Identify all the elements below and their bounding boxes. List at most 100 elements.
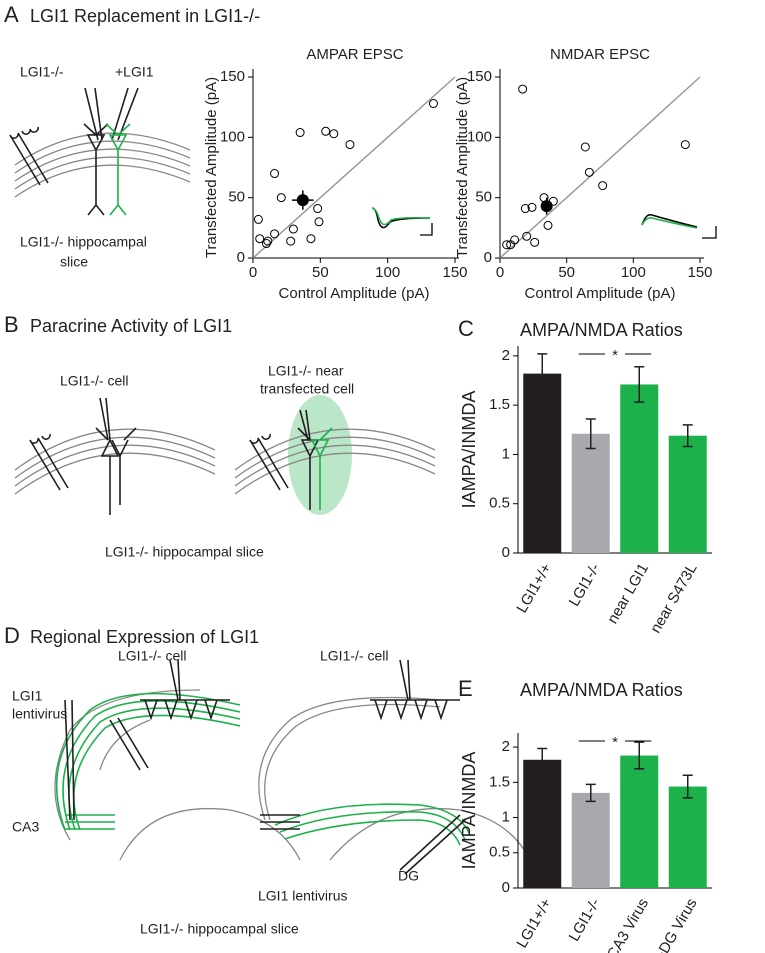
identity-line [499, 76, 701, 259]
diagram-label: LGI1-/- [20, 64, 64, 80]
panel-letter: A [4, 2, 19, 27]
diagram-label: transfected cell [260, 381, 354, 397]
bar [668, 786, 707, 888]
data-point [263, 236, 273, 246]
diagram-label: +LGI1 [115, 64, 154, 80]
y-tick-label: 2 [502, 738, 510, 755]
data-point [510, 235, 520, 245]
data-point [527, 202, 537, 212]
y-tick-label: 0 [502, 879, 510, 896]
data-point [253, 214, 263, 224]
diagram-label: LGI1 lentivirus [258, 888, 347, 904]
y-tick-label: 150 [220, 68, 245, 85]
x-tick-label: LGI1+/+ [513, 560, 555, 616]
y-tick-label: 1 [502, 809, 510, 826]
y-tick-label: 0 [502, 544, 510, 561]
data-point [522, 231, 532, 241]
diagram-label: LGI1 [12, 688, 43, 704]
diagram-label: slice [60, 254, 88, 270]
data-point [598, 181, 608, 191]
significance-star: * [612, 734, 618, 751]
diagram-b [14, 395, 436, 515]
x-tick-label: near LGI1 [604, 560, 652, 626]
data-point [295, 128, 305, 138]
x-tick-label: 150 [687, 264, 712, 281]
data-point [584, 167, 594, 177]
panel-title: Paracrine Activity of LGI1 [30, 316, 232, 336]
x-tick-label: 0 [496, 264, 504, 281]
x-tick-label: 0 [249, 264, 257, 281]
data-point [286, 236, 296, 246]
inset-traces [371, 207, 717, 239]
diagram-label: LGI1-/- cell [118, 648, 186, 664]
error-bar [634, 741, 645, 770]
data-point [530, 237, 540, 247]
data-point [255, 234, 265, 244]
x-tick-label: 100 [375, 264, 400, 281]
diagram-a [9, 87, 191, 216]
error-bar [585, 783, 596, 803]
error-bar [537, 747, 548, 772]
y-tick-label: 1 [502, 445, 510, 462]
diagram-label: LGI1-/- hippocampal slice [140, 921, 299, 937]
data-point [329, 129, 339, 139]
panel-letter: E [458, 676, 473, 701]
x-tick-label: 50 [558, 264, 575, 281]
panel-letter: B [4, 312, 19, 337]
bar [620, 755, 659, 888]
y-axis-label: Transfected Amplitude (pA) [454, 77, 471, 258]
identity-line [252, 76, 456, 259]
data-point [261, 239, 271, 249]
y-tick-label: 1.5 [489, 396, 510, 413]
bar [523, 759, 562, 888]
y-axis-label: IAMPA/INMDA [459, 752, 479, 870]
data-point [680, 140, 690, 150]
diagram-label: LGI1-/- hippocampal [20, 234, 147, 250]
panel-title: Regional Expression of LGI1 [30, 627, 259, 647]
chart-title: AMPA/NMDA Ratios [520, 680, 683, 700]
data-point [580, 142, 590, 152]
data-point [428, 99, 438, 109]
chart-title: AMPAR EPSC [306, 46, 403, 63]
diagram-label: DG [398, 868, 419, 884]
bar [620, 384, 659, 553]
data-point [306, 234, 316, 244]
diagram-label: LGI1-/- near [268, 363, 344, 379]
y-tick-label: 150 [467, 68, 492, 85]
mean-point [296, 194, 309, 207]
data-point [276, 193, 286, 203]
data-point [270, 229, 280, 239]
x-tick-label: near S473L [647, 560, 701, 636]
y-tick-label: 0.5 [489, 495, 510, 512]
bar [668, 435, 707, 553]
y-tick-label: 2 [502, 347, 510, 364]
y-axis-label: Transfected Amplitude (pA) [203, 77, 220, 258]
y-axis-label: IAMPA/INMDA [459, 391, 479, 509]
x-tick-label: +CA3 Virus [599, 895, 652, 953]
error-bar [585, 418, 596, 450]
data-point [321, 126, 331, 136]
x-tick-label: LGI1+/+ [513, 895, 555, 951]
x-tick-label: 100 [621, 264, 646, 281]
panel-letter: C [458, 316, 474, 341]
data-point [288, 224, 298, 234]
x-axis-label: Control Amplitude (pA) [525, 285, 676, 302]
bar [571, 792, 610, 888]
y-tick-label: 0 [484, 249, 492, 266]
error-bar [682, 774, 693, 799]
y-tick-label: 50 [475, 189, 492, 206]
diagram-d [54, 659, 531, 875]
x-tick-label: +DG Virus [651, 895, 700, 953]
data-point [520, 204, 530, 214]
data-point [314, 217, 324, 227]
y-tick-label: 100 [467, 128, 492, 145]
y-tick-label: 0.5 [489, 844, 510, 861]
diagram-label: LGI1-/- hippocampal slice [105, 544, 264, 560]
diagram-label: lentivirus [12, 706, 67, 722]
x-tick-label: LGI1-/- [566, 560, 604, 609]
mean-point [540, 200, 553, 213]
y-tick-label: 100 [220, 128, 245, 145]
data-point [518, 84, 528, 94]
diagram-label: CA3 [12, 819, 39, 835]
